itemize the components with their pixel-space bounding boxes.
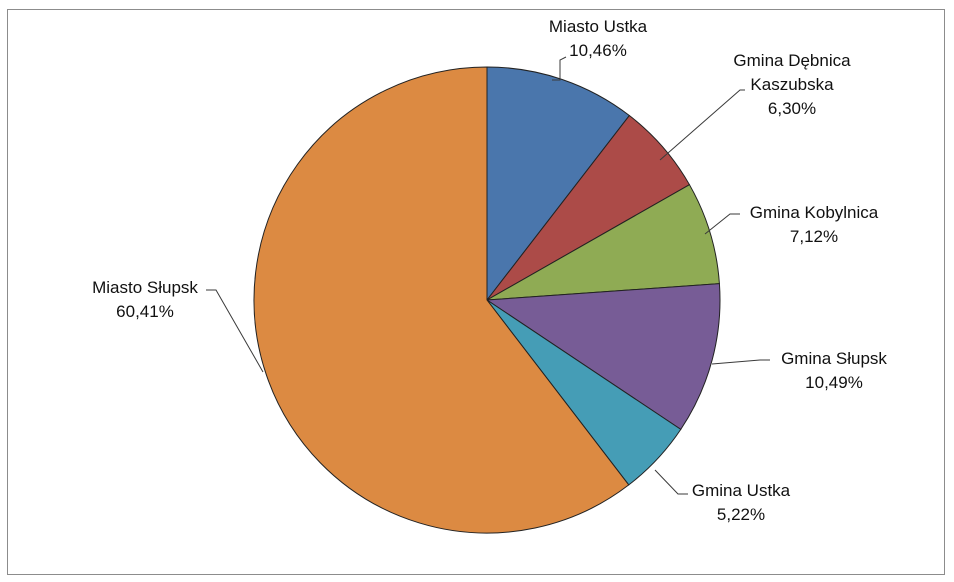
data-label: Gmina Słupsk 10,49% bbox=[781, 349, 887, 392]
data-label-value: 10,46% bbox=[569, 41, 627, 60]
leader-lines bbox=[206, 56, 770, 495]
data-label: Miasto Ustka 10,46% bbox=[549, 17, 648, 60]
data-label: Gmina Dębnica Kaszubska 6,30% bbox=[733, 51, 851, 118]
data-label-value: 10,49% bbox=[805, 373, 863, 392]
data-label-category: Kaszubska bbox=[750, 75, 834, 94]
leader-line bbox=[206, 289, 264, 373]
pie-slice-miasto-słupsk bbox=[253, 66, 630, 534]
data-label-category: Gmina Dębnica bbox=[733, 51, 851, 70]
data-label-category: Miasto Słupsk bbox=[92, 278, 198, 297]
data-label: Gmina Kobylnica 7,12% bbox=[750, 203, 879, 246]
data-label-category: Miasto Ustka bbox=[549, 17, 648, 36]
data-label-category: Gmina Słupsk bbox=[781, 349, 887, 368]
pie-slices bbox=[253, 66, 721, 534]
leader-line bbox=[552, 56, 567, 81]
leader-line bbox=[659, 89, 745, 161]
data-label-category: Gmina Kobylnica bbox=[750, 203, 879, 222]
leader-line bbox=[654, 469, 688, 495]
data-label-category: Gmina Ustka bbox=[692, 481, 791, 500]
pie-slice-gmina-słupsk bbox=[485, 283, 721, 431]
data-label-value: 60,41% bbox=[116, 302, 174, 321]
data-label: Gmina Ustka 5,22% bbox=[692, 481, 791, 524]
leader-line bbox=[704, 213, 740, 235]
data-label-value: 5,22% bbox=[717, 505, 765, 524]
data-label: Miasto Słupsk 60,41% bbox=[92, 278, 198, 321]
leader-line bbox=[711, 359, 770, 365]
pie-slice-miasto-ustka bbox=[486, 66, 631, 302]
data-label-value: 7,12% bbox=[790, 227, 838, 246]
data-labels: Miasto Ustka 10,46% Gmina Dębnica Kaszubska… bbox=[92, 17, 887, 524]
data-label-value: 6,30% bbox=[768, 99, 816, 118]
pie-slice-gmina-kobylnica bbox=[486, 184, 720, 301]
